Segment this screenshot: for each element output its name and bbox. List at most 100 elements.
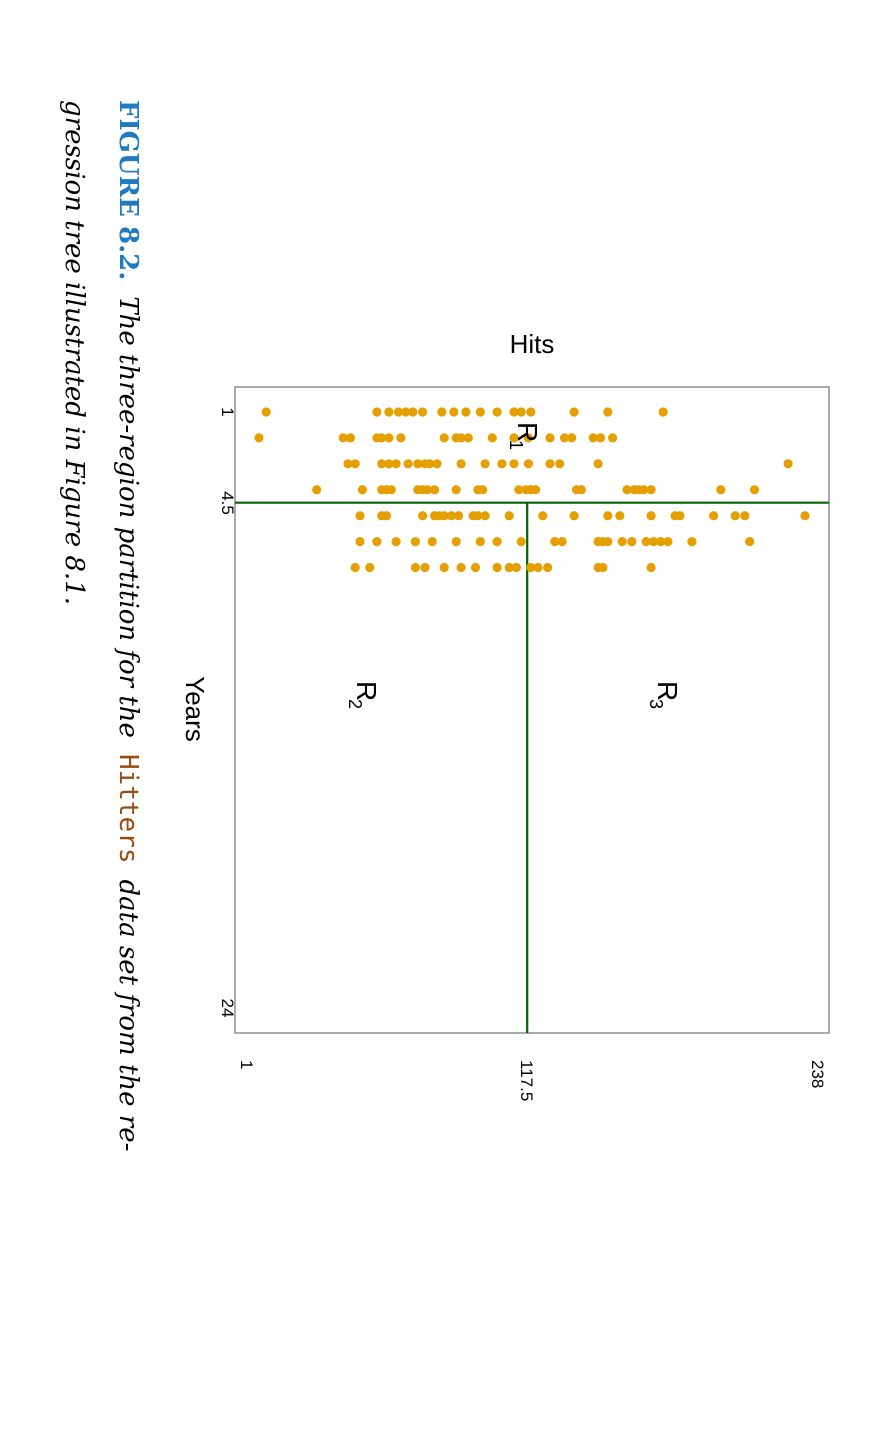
data-point	[588, 433, 598, 443]
figure-caption: FIGURE 8.2. The three-region partition f…	[59, 100, 143, 1151]
data-point	[377, 433, 387, 443]
data-point	[470, 562, 481, 573]
axis-label-hits: Hits	[510, 329, 555, 359]
data-point	[418, 511, 428, 521]
data-point	[516, 407, 526, 417]
data-point	[639, 485, 649, 495]
data-point	[492, 407, 502, 417]
svg-text:3: 3	[646, 699, 666, 709]
data-point	[312, 485, 322, 495]
data-point	[550, 537, 560, 547]
data-point	[675, 511, 685, 521]
data-point	[569, 407, 579, 417]
data-point	[509, 459, 519, 469]
tick-hits-117.5: 117.5	[517, 1060, 536, 1101]
data-point	[401, 407, 411, 417]
data-point	[557, 537, 567, 547]
data-point	[492, 537, 502, 547]
data-point	[615, 511, 625, 521]
data-point	[595, 433, 606, 443]
data-point	[709, 511, 719, 521]
data-point	[603, 511, 613, 521]
data-point	[386, 485, 396, 495]
data-point	[254, 433, 264, 443]
data-point	[745, 537, 755, 547]
data-point	[716, 485, 726, 495]
svg-text:1: 1	[506, 440, 526, 450]
data-point	[422, 485, 432, 495]
data-point	[504, 562, 514, 573]
svg-text:R: R	[512, 422, 543, 442]
data-point	[569, 511, 579, 521]
data-point	[598, 562, 608, 573]
data-point	[430, 485, 440, 495]
data-point	[427, 537, 437, 547]
caption-line-2: gression tree illustrated in Figure 8.1.	[59, 100, 89, 605]
data-point	[449, 407, 459, 417]
data-point	[463, 433, 473, 443]
data-point	[475, 537, 485, 547]
caption-text-2: data set from the re-	[113, 880, 143, 1152]
data-point	[663, 537, 673, 547]
data-point	[451, 537, 461, 547]
data-point	[384, 407, 394, 417]
data-point	[439, 562, 449, 573]
data-point	[357, 485, 367, 495]
data-point	[420, 562, 430, 573]
data-point	[384, 459, 394, 469]
data-point	[446, 511, 456, 521]
svg-text:R: R	[351, 681, 382, 701]
plot-frame	[234, 386, 830, 1034]
data-point	[545, 433, 555, 443]
data-point	[603, 537, 613, 547]
data-point	[555, 459, 565, 469]
data-point	[627, 537, 637, 547]
data-point	[641, 537, 651, 547]
data-point	[531, 485, 541, 495]
data-point	[523, 433, 534, 443]
region-label-r1: R 1	[506, 422, 543, 450]
data-point	[403, 459, 413, 469]
data-point	[384, 433, 394, 443]
data-point	[391, 459, 401, 469]
data-point	[526, 562, 536, 573]
data-point	[393, 407, 404, 417]
svg-text:R: R	[652, 681, 683, 701]
data-point	[487, 433, 497, 443]
data-point	[538, 511, 548, 521]
data-point	[783, 459, 793, 469]
tick-years-4.5: 4.5	[218, 491, 237, 515]
tick-hits-238: 238	[808, 1060, 827, 1088]
data-point	[345, 433, 355, 443]
data-point	[622, 485, 632, 495]
caption-text-1: The three-region partition for the	[113, 296, 143, 738]
data-point	[410, 562, 420, 573]
data-point	[480, 511, 490, 521]
data-point	[396, 433, 406, 443]
data-point	[617, 537, 627, 547]
data-point	[658, 407, 668, 417]
tick-hits-1: 1	[237, 1060, 256, 1069]
data-point	[516, 537, 526, 547]
tick-years-24: 24	[218, 999, 237, 1018]
data-point	[372, 407, 382, 417]
caption-code: Hitters	[113, 754, 143, 864]
data-point	[656, 537, 666, 547]
data-point	[526, 407, 536, 417]
data-point	[456, 459, 466, 469]
data-point	[355, 511, 365, 521]
data-point	[377, 459, 387, 469]
data-point	[408, 407, 418, 417]
data-point	[456, 433, 466, 443]
axis-label-years: Years	[180, 676, 210, 742]
data-point	[749, 485, 760, 495]
data-point	[509, 407, 519, 417]
svg-text:2: 2	[345, 699, 365, 709]
data-point	[437, 407, 447, 417]
data-point	[492, 562, 502, 573]
tick-years-1: 1	[218, 407, 237, 416]
data-point	[454, 511, 464, 521]
data-point	[343, 459, 353, 469]
